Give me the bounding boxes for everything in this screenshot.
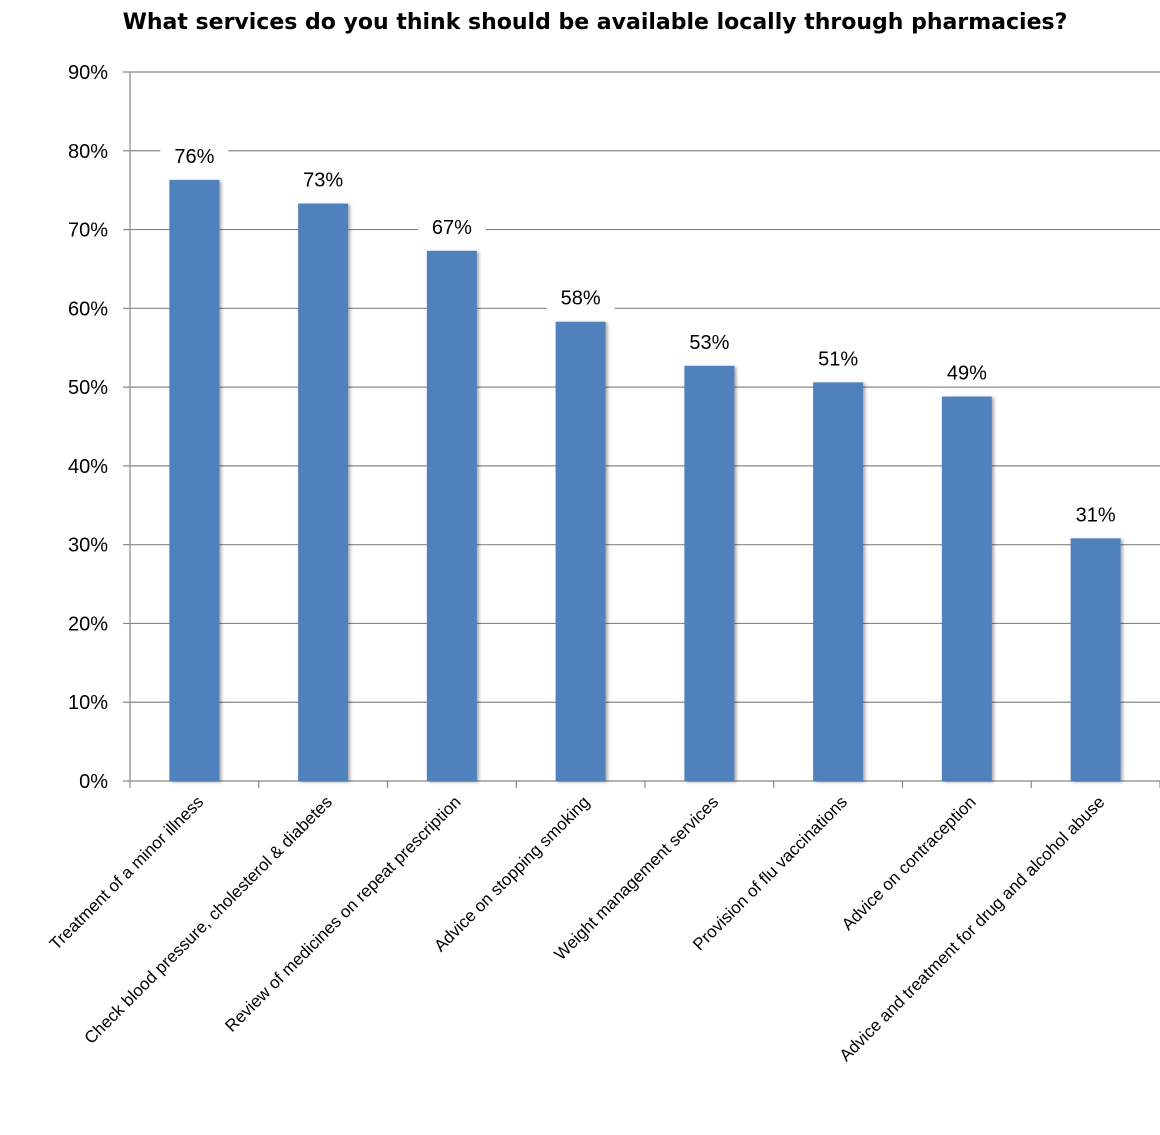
data-label: 51% [818,348,858,370]
category-label: Provision of flu vaccinations [689,792,851,954]
bar [813,382,864,781]
bar [426,250,477,781]
y-tick-label: 50% [68,377,108,399]
data-label: 58% [561,288,601,310]
category-label: Advice on contraception [838,792,980,934]
y-tick-label: 10% [68,692,108,714]
category-label: Review of medicines on repeat prescripti… [221,792,464,1035]
data-label-background [546,283,615,312]
data-label: 49% [947,363,987,385]
data-label-background [932,358,1001,387]
category-label: Advice and treatment for drug and alcoho… [836,792,1109,1065]
bar [169,179,220,782]
category-label: Treatment of a minor illness [46,792,207,953]
bar [941,396,992,781]
data-label: 76% [174,146,214,168]
y-tick-label: 20% [68,613,108,635]
data-label: 53% [689,332,729,354]
y-tick-label: 40% [68,456,108,478]
bar [298,203,349,781]
data-label: 67% [432,217,472,239]
category-label: Check blood pressure, cholesterol & diab… [81,792,336,1047]
chart-title: What services do you think should be ava… [122,10,1068,35]
data-label-background [289,165,358,194]
data-label-background [417,212,486,241]
data-label-background [1061,500,1130,529]
data-label-background [804,344,873,373]
data-label: 73% [303,170,343,192]
bar [684,365,735,781]
bar [1070,538,1121,781]
data-label-background [675,327,744,356]
y-tick-label: 30% [68,535,108,557]
data-label: 31% [1076,504,1116,526]
y-tick-label: 60% [68,298,108,320]
data-label-background [160,141,229,170]
y-tick-label: 90% [68,62,108,84]
y-tick-label: 80% [68,141,108,163]
y-tick-label: 0% [79,771,108,793]
bar [555,321,606,781]
y-tick-label: 70% [68,220,108,242]
